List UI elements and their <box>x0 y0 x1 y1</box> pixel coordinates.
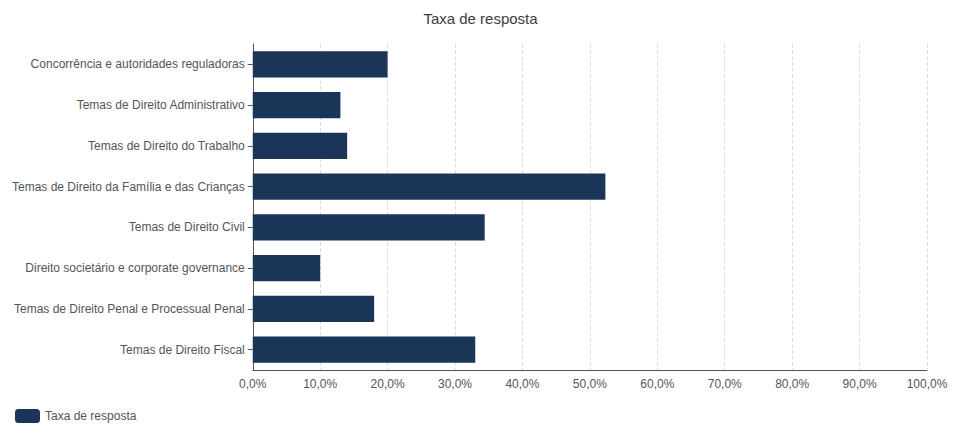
svg-text:20,0%: 20,0% <box>371 377 405 391</box>
svg-text:Taxa de resposta: Taxa de resposta <box>45 409 137 423</box>
svg-text:Temas de Direito Civil: Temas de Direito Civil <box>129 220 245 234</box>
svg-text:Temas de Direito Administrativ: Temas de Direito Administrativo <box>77 98 245 112</box>
svg-text:Temas de Direito Penal e Proce: Temas de Direito Penal e Processual Pena… <box>14 302 245 316</box>
svg-text:Direito societário e corporate: Direito societário e corporate governanc… <box>25 261 245 275</box>
svg-text:Temas de Direito do Trabalho: Temas de Direito do Trabalho <box>88 139 245 153</box>
svg-text:10,0%: 10,0% <box>303 377 337 391</box>
svg-text:100,0%: 100,0% <box>907 377 948 391</box>
svg-text:40,0%: 40,0% <box>505 377 539 391</box>
svg-text:90,0%: 90,0% <box>843 377 877 391</box>
svg-text:70,0%: 70,0% <box>708 377 742 391</box>
svg-text:50,0%: 50,0% <box>573 377 607 391</box>
svg-text:0,0%: 0,0% <box>239 377 267 391</box>
svg-text:Taxa de resposta: Taxa de resposta <box>423 10 538 27</box>
svg-text:Concorrência e autoridades reg: Concorrência e autoridades reguladoras <box>31 57 245 71</box>
svg-text:80,0%: 80,0% <box>775 377 809 391</box>
svg-text:30,0%: 30,0% <box>438 377 472 391</box>
svg-text:Temas de Direito da Família e: Temas de Direito da Família e das Crianç… <box>12 180 245 194</box>
svg-text:Temas de Direito Fiscal: Temas de Direito Fiscal <box>120 343 245 357</box>
svg-text:60,0%: 60,0% <box>640 377 674 391</box>
